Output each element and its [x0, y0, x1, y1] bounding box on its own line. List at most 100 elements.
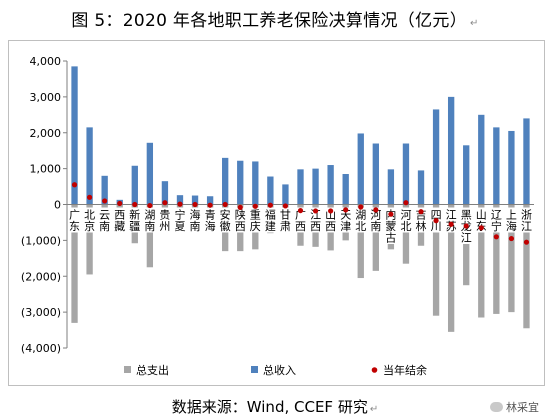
balance-point: [448, 221, 454, 227]
source-text: 数据来源：Wind, CCEF 研究: [171, 398, 368, 416]
expense-bar: [116, 204, 123, 209]
income-bar: [101, 175, 108, 205]
y-tick-label: 3,000: [30, 91, 62, 104]
income-bar: [86, 127, 93, 205]
category-label-bg: [414, 207, 428, 233]
balance-point: [478, 225, 484, 231]
category-label: 海南: [190, 208, 201, 234]
category-label: 福建: [265, 208, 276, 234]
category-label: 广西: [295, 209, 306, 234]
y-tick-label: 0: [54, 199, 61, 212]
balance-point: [523, 239, 530, 245]
legend-label: 总支出: [136, 363, 169, 377]
income-bar: [357, 133, 364, 205]
watermark-text: 林采宜: [506, 401, 539, 414]
legend-swatch: [124, 366, 131, 373]
income-bar: [297, 169, 304, 205]
income-bar: [222, 157, 229, 205]
category-label-bg: [519, 207, 533, 233]
income-bar: [131, 165, 138, 205]
income-bar: [523, 118, 530, 205]
legend-label: 当年结余: [383, 363, 427, 377]
category-label-bg: [68, 207, 82, 233]
balance-point: [388, 211, 394, 217]
y-tick-label: 4,000: [30, 55, 62, 68]
expense-bar: [493, 204, 500, 314]
income-bar: [432, 109, 440, 205]
income-bar: [252, 161, 259, 205]
category-label: 云南: [99, 209, 110, 234]
income-bar: [417, 170, 425, 205]
category-label: 重庆: [250, 208, 261, 234]
balance-point: [358, 204, 364, 210]
category-label-bg: [399, 207, 413, 233]
category-label-bg: [309, 207, 323, 233]
income-bar: [206, 196, 214, 205]
income-bar: [191, 195, 199, 205]
category-label: 广东: [69, 209, 80, 234]
paragraph-mark-icon: ↵: [369, 404, 379, 415]
expense-bar: [71, 204, 78, 323]
category-label: 辽宁: [491, 209, 502, 234]
category-label-bg: [158, 207, 172, 233]
category-label: 江苏: [446, 209, 457, 234]
y-tick-label: (2,000): [21, 270, 61, 283]
category-label-bg: [83, 207, 97, 233]
income-bar: [327, 165, 334, 205]
category-label: 贵州: [159, 209, 170, 234]
balance-point: [222, 201, 228, 208]
balance-point: [162, 200, 168, 206]
paragraph-mark-icon: ↵: [470, 18, 479, 29]
category-label: 西藏: [114, 209, 125, 234]
expense-bar: [432, 204, 440, 316]
y-tick-label: 2,000: [30, 127, 62, 140]
category-label-bg: [489, 207, 503, 233]
y-tick-label: (1,000): [21, 234, 61, 247]
balance-point: [508, 235, 515, 242]
balance-point: [433, 218, 439, 224]
category-label: 北京: [84, 209, 95, 234]
category-label: 陕西: [235, 208, 246, 234]
balance-point: [312, 208, 319, 214]
category-label: 上海: [506, 209, 517, 234]
balance-point: [237, 204, 243, 210]
income-bar: [463, 145, 470, 205]
category-label: 安徽: [220, 208, 231, 234]
y-tick-label: (4,000): [21, 342, 61, 355]
balance-point: [117, 200, 123, 207]
category-label: 河北: [400, 209, 411, 234]
balance-point: [207, 202, 213, 208]
balance-point: [463, 223, 469, 229]
category-label-bg: [369, 207, 383, 233]
legend-swatch: [251, 366, 258, 373]
income-bar: [493, 127, 500, 205]
expense-bar: [146, 204, 154, 268]
figure-title: 图 5：2020 年各地职工养老保险决算情况（亿元） ↵: [0, 6, 550, 31]
category-label: 宁夏: [174, 208, 185, 234]
category-label-bg: [444, 207, 458, 233]
legend-label: 总收入: [263, 363, 296, 377]
balance-point: [403, 200, 409, 206]
figure-title-text: 图 5：2020 年各地职工养老保险决算情况（亿元）: [71, 11, 467, 31]
chart-frame: 4,000 3,000 2,000 1,000 0 (1,000) (2,000) (3,00…: [8, 40, 545, 386]
expense-bar: [447, 204, 455, 332]
expense-bar: [523, 204, 530, 329]
category-label-bg: [188, 207, 202, 233]
category-label-bg: [339, 207, 353, 233]
category-label-bg: [324, 207, 338, 233]
balance-point: [493, 234, 499, 240]
wechat-icon: [490, 402, 503, 412]
income-bar: [312, 168, 319, 205]
category-label: 山西: [325, 209, 336, 234]
category-label-bg: [113, 207, 127, 233]
category-label: 湖北: [355, 209, 366, 234]
income-bar: [237, 160, 244, 205]
income-bar: [267, 176, 274, 205]
category-label: 天津: [340, 209, 351, 234]
expense-bar: [357, 204, 364, 279]
income-bar: [447, 96, 455, 205]
category-label-bg: [278, 207, 292, 233]
expense-bar: [402, 204, 410, 264]
balance-point: [267, 202, 273, 208]
category-label: 吉林: [416, 209, 427, 234]
